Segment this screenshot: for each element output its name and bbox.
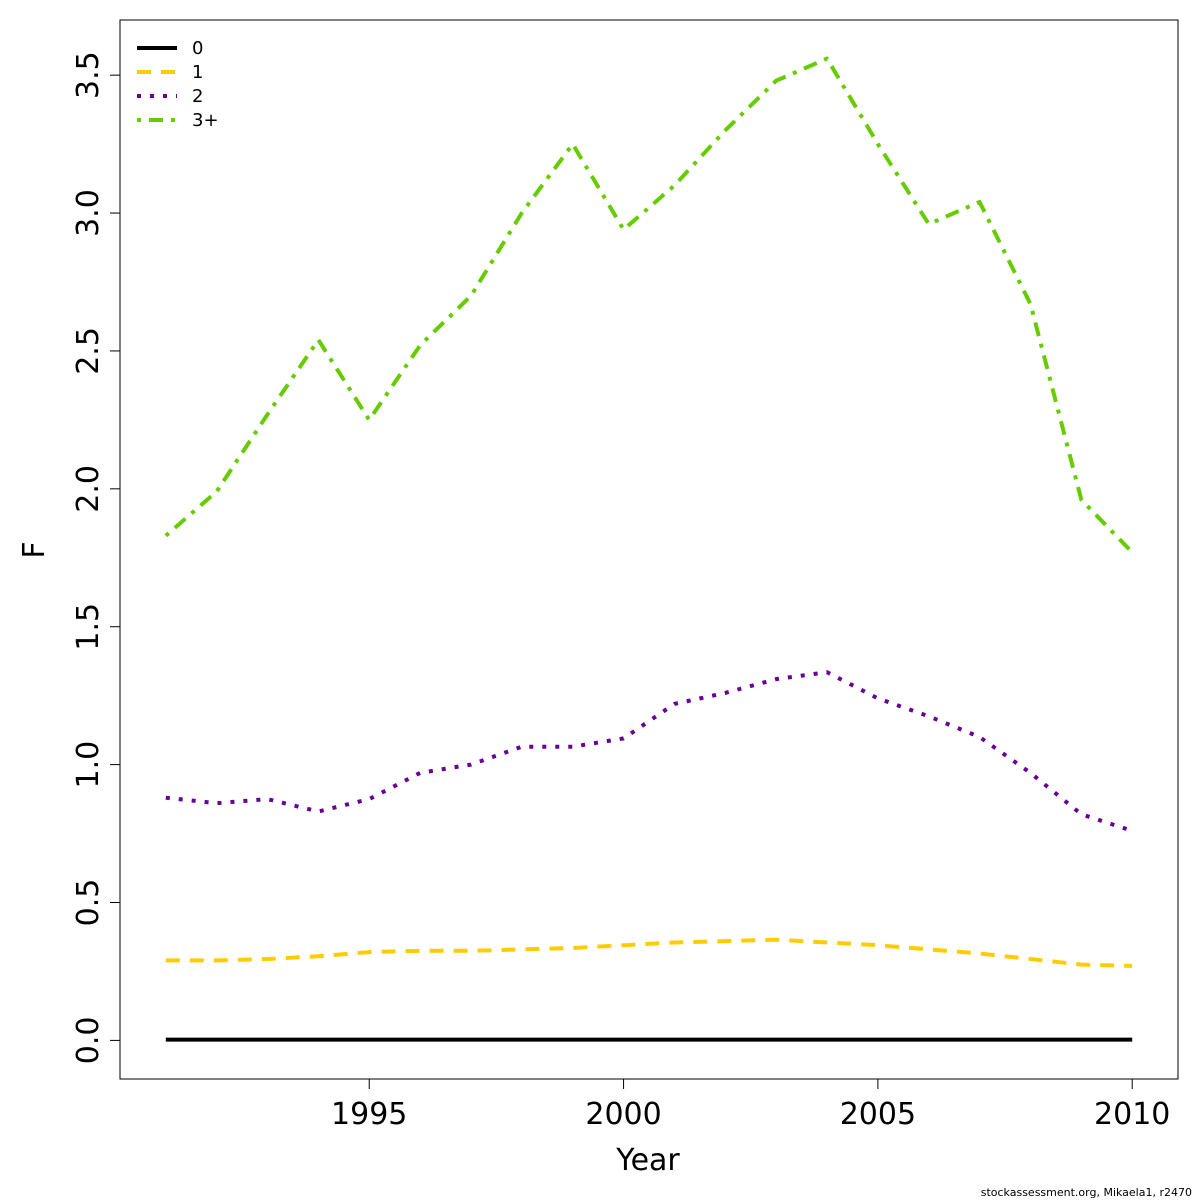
y-axis-title: F (17, 541, 52, 558)
x-tick-label: 2010 (1094, 1097, 1170, 1132)
y-axis: 0.0 0.5 1.0 1.5 2.0 2.5 3.0 3.5 (71, 51, 120, 1064)
legend-label: 0 (192, 38, 203, 59)
series-line-1 (165, 937, 1133, 968)
x-tick-label: 2005 (840, 1097, 916, 1132)
legend-label: 3+ (192, 110, 219, 131)
x-axis-title: Year (615, 1143, 680, 1178)
y-tick-label: 1.0 (71, 741, 106, 789)
y-tick-label: 2.5 (71, 327, 106, 375)
plot-frame (119, 19, 1179, 1080)
legend-label: 2 (192, 86, 203, 107)
y-tick-label: 3.5 (71, 51, 106, 99)
x-axis: 1995 2000 2005 2010 (331, 1079, 1170, 1132)
x-tick-label: 2000 (585, 1097, 661, 1132)
y-tick-label: 1.5 (71, 603, 106, 651)
y-tick-label: 2.0 (71, 465, 106, 513)
y-tick-label: 0.0 (71, 1017, 106, 1065)
series-layer (164, 56, 1134, 1042)
series-line-2 (165, 670, 1133, 833)
series-line-3plus (164, 56, 1134, 554)
credit-text: stockassessment.org, Mikaela1, r2470 (981, 1186, 1192, 1199)
y-tick-label: 3.0 (71, 189, 106, 237)
legend-label: 1 (192, 62, 203, 83)
y-tick-label: 0.5 (71, 879, 106, 927)
x-tick-label: 1995 (331, 1097, 407, 1132)
legend: 0 1 2 3+ (137, 38, 219, 131)
